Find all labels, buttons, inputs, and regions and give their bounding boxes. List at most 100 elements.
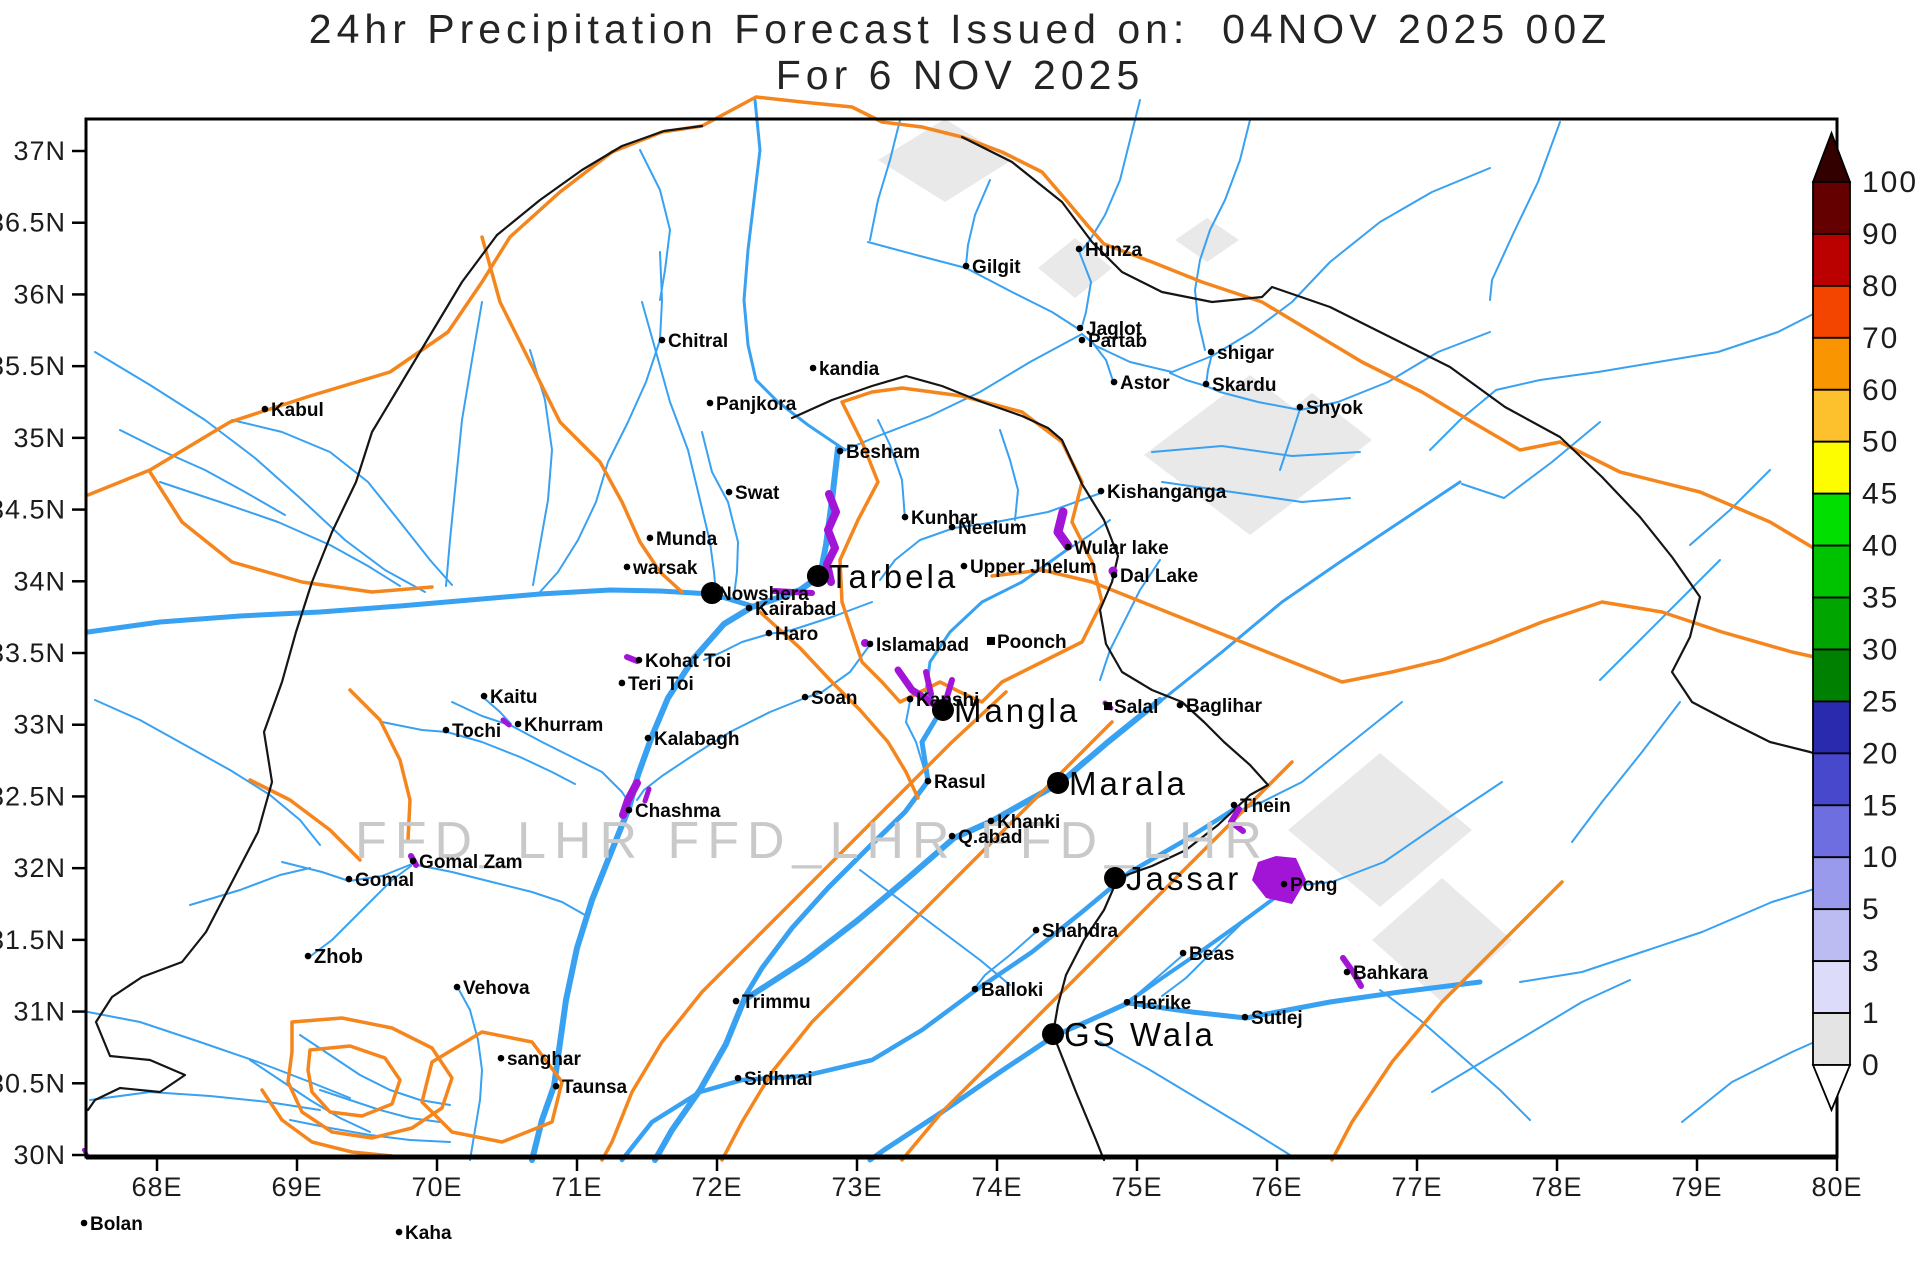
station-marker — [1104, 702, 1113, 711]
station-marker — [1047, 771, 1070, 794]
reservoir — [894, 666, 938, 708]
snowfield — [878, 119, 1012, 202]
y-tick-label: 31N — [13, 997, 66, 1027]
station-label: Kunhar — [911, 508, 978, 529]
colorbar-label: 35 — [1862, 582, 1899, 615]
station-marker — [618, 679, 626, 687]
station-label: Baglihar — [1186, 696, 1263, 717]
station-label: Jaglot — [1086, 319, 1143, 340]
station-label: sanghar — [507, 1049, 582, 1070]
river-minor — [1078, 250, 1092, 331]
reservoir — [642, 786, 652, 804]
watermark-text: FFD_LHR FFD_LHR FFD_LHR — [355, 812, 1270, 870]
basin-boundary — [86, 95, 1839, 564]
reservoir — [1228, 806, 1246, 834]
station-marker — [304, 952, 312, 960]
colorbar-cell — [1812, 596, 1851, 651]
colorbar-cell — [1812, 700, 1851, 755]
basin-boundary — [286, 1016, 454, 1140]
y-tick-label: 34N — [13, 566, 66, 596]
station-marker — [960, 562, 968, 570]
river-minor — [381, 721, 576, 785]
river-minor — [1161, 924, 1241, 997]
snowfield — [1038, 238, 1112, 298]
river-minor — [445, 301, 483, 587]
colorbar-cell — [1812, 388, 1851, 443]
station-label: Marala — [1069, 765, 1188, 802]
reservoir — [943, 677, 955, 703]
station-label: Neelum — [958, 518, 1027, 539]
colorbar-cell — [1812, 908, 1851, 963]
station-label: GS Wala — [1064, 1016, 1216, 1053]
colorbar-cell — [1812, 284, 1851, 339]
station-marker — [732, 997, 740, 1005]
basin-boundary — [900, 760, 1294, 1162]
river-minor — [87, 1011, 351, 1099]
river-minor — [1461, 421, 1601, 499]
river-minor — [231, 419, 453, 586]
y-tick-label: 30N — [13, 1140, 66, 1170]
station-label: Skardu — [1212, 375, 1276, 396]
x-tick-label: 69E — [271, 1172, 322, 1202]
y-tick-label: 36.5N — [0, 208, 66, 238]
colorbar-label: 40 — [1862, 530, 1899, 563]
station-label: Jassar — [1126, 860, 1241, 897]
colorbar-label: 1 — [1862, 997, 1881, 1030]
river-minor — [1169, 372, 1207, 387]
river-minor — [483, 697, 512, 725]
x-tick-label: 68E — [131, 1172, 182, 1202]
river-minor — [1099, 559, 1161, 681]
colorbar-cell — [1812, 336, 1851, 391]
river-minor — [636, 641, 873, 801]
station-label: Nowshera — [718, 584, 809, 605]
x-tick-label: 77E — [1391, 1172, 1442, 1202]
station-label: Bahkara — [1353, 963, 1428, 984]
station-marker — [1104, 867, 1127, 890]
station-marker — [395, 1228, 403, 1236]
station-marker — [1110, 378, 1118, 386]
basin-boundary-layer — [86, 95, 1839, 1162]
basin-boundary — [480, 235, 684, 594]
x-tick-label: 73E — [831, 1172, 882, 1202]
river-minor — [159, 481, 401, 587]
station-marker — [442, 726, 450, 734]
river-minor — [1599, 559, 1721, 681]
reservoir — [1340, 955, 1364, 989]
basin-boundary — [260, 1088, 394, 1158]
station-label: Shahdra — [1042, 921, 1118, 942]
y-tick-label: 32.5N — [0, 781, 66, 811]
station-marker — [948, 832, 956, 840]
station-marker — [1097, 487, 1105, 495]
station-marker — [986, 636, 995, 645]
station-marker — [700, 582, 723, 605]
station-marker — [497, 1054, 505, 1062]
station-marker — [345, 875, 353, 883]
station-marker — [1280, 880, 1288, 888]
station-label: Kabul — [271, 400, 324, 421]
river-minor — [457, 987, 483, 1161]
river-minor — [1151, 445, 1361, 457]
river-minor — [289, 1119, 451, 1143]
station-marker — [809, 364, 817, 372]
y-tick-label: 35N — [13, 423, 66, 453]
station-label: Vehova — [463, 978, 530, 999]
basin-boundary — [348, 688, 412, 842]
basin-boundary — [990, 568, 1839, 684]
station-label: Khurram — [524, 715, 603, 736]
station-marker — [931, 698, 954, 721]
colorbar-label: 80 — [1862, 270, 1899, 303]
station-marker — [261, 405, 269, 413]
y-tick-label: 31.5N — [0, 925, 66, 955]
station-marker — [971, 985, 979, 993]
river-minor — [1431, 979, 1631, 1093]
station-label: Q.abad — [958, 827, 1022, 848]
river-minor — [965, 179, 991, 266]
station-label: Salal — [1114, 697, 1158, 718]
station-label: Kalabagh — [654, 729, 740, 750]
station-label: Besham — [846, 442, 920, 463]
station-label: Thein — [1240, 796, 1291, 817]
station-marker — [866, 640, 874, 648]
colorbar-cell — [1812, 440, 1851, 495]
colorbar-label: 50 — [1862, 426, 1899, 459]
station-label: Astor — [1120, 373, 1170, 394]
